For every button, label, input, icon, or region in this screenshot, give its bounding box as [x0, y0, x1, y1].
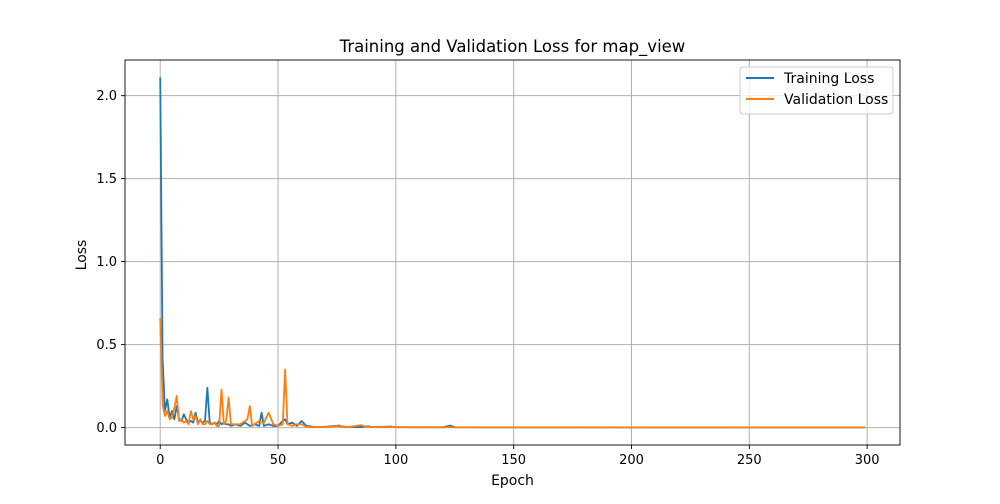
legend: Training Loss Validation Loss: [739, 66, 894, 115]
series-lines: [159, 77, 865, 429]
validation-loss-line: [159, 318, 865, 429]
y-tick-label: 1.5: [96, 172, 117, 187]
legend-label-training: Training Loss: [783, 71, 874, 87]
y-tick-label: 0.5: [96, 338, 117, 353]
x-tick-label: 200: [619, 453, 644, 468]
x-tick-label: 0: [156, 453, 164, 468]
legend-box: [739, 66, 894, 115]
x-tick-label: 300: [855, 453, 880, 468]
x-tick-label: 100: [383, 453, 408, 468]
chart-title: Training and Validation Loss for map_vie…: [339, 37, 686, 57]
x-axis-label: Epoch: [491, 473, 534, 489]
x-tick-label: 250: [737, 453, 762, 468]
y-tick-label: 1.0: [96, 255, 117, 270]
x-tick-label: 50: [270, 453, 287, 468]
plot-frame: [124, 59, 901, 446]
x-tick-label: 150: [501, 453, 526, 468]
y-tick-label: 2.0: [96, 89, 117, 104]
legend-label-validation: Validation Loss: [784, 92, 888, 108]
y-tick-label: 0.0: [96, 421, 117, 436]
grid: [125, 60, 900, 445]
y-axis-label: Loss: [74, 240, 90, 271]
axis-ticks: 0 50 100 150 200 250 300 0.0 0.5 1.0 1.5 2.0: [96, 89, 879, 468]
